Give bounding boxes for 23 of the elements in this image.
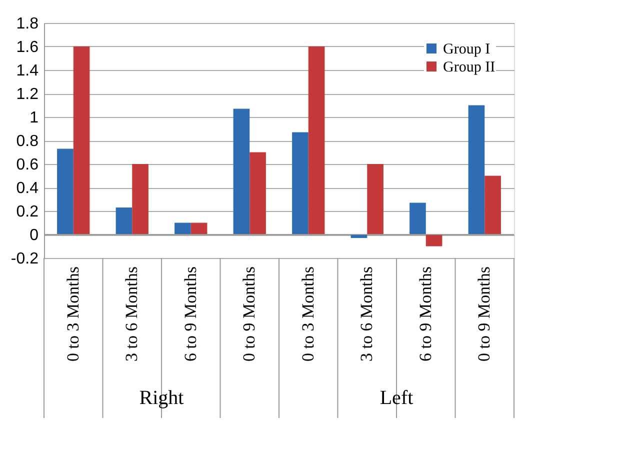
- x-tick-label: 0 to 3 Months: [63, 266, 82, 362]
- y-tick-label: 1.6: [16, 39, 39, 56]
- y-tick-label: 1.8: [16, 16, 39, 32]
- y-tick-label: 0: [30, 227, 39, 244]
- x-tick-label: 6 to 9 Months: [180, 266, 200, 362]
- x-tick-label: 0 to 9 Months: [240, 266, 259, 362]
- text: Right: [139, 387, 184, 409]
- y-tick-label: -0.2: [10, 250, 39, 268]
- y-tick-label: 1.4: [16, 62, 39, 80]
- text: Left: [380, 387, 414, 409]
- legend-label: Group II: [443, 60, 496, 76]
- y-tick-label: 0.8: [16, 133, 39, 150]
- x-tick-label: 0 to 9 Months: [474, 266, 494, 362]
- x-tick-label: 0 to 3 Months: [298, 266, 318, 362]
- y-tick-label: 0.4: [16, 180, 39, 197]
- y-tick-label: 1: [30, 110, 39, 126]
- y-tick-label: 0.6: [16, 156, 39, 174]
- y-tick-label: 0.2: [16, 204, 39, 220]
- x-tick-label: 6 to 9 Months: [416, 266, 435, 362]
- y-tick-label: 1.2: [16, 86, 39, 103]
- legend-label: Group I: [443, 42, 490, 58]
- x-tick-label: 3 to 6 Months: [122, 266, 142, 362]
- x-tick-label: 3 to 6 Months: [357, 266, 376, 362]
